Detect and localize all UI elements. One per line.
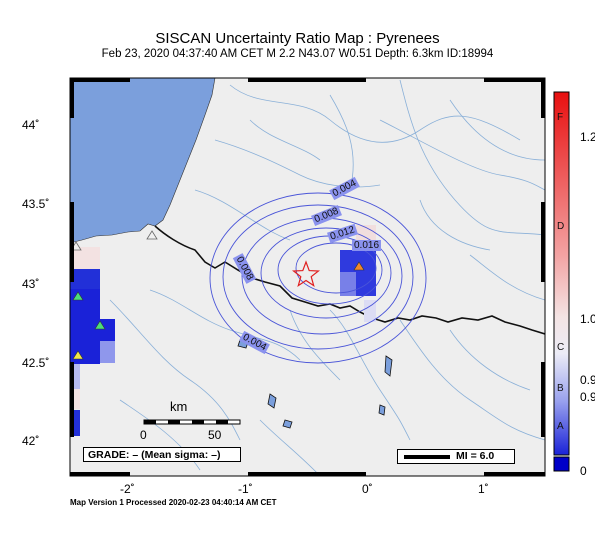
latitude-label: 44˚: [22, 118, 40, 132]
longitude-label: 1˚: [478, 482, 489, 496]
station-icon: [72, 350, 84, 360]
latitude-label: 43.5˚: [22, 197, 50, 211]
map-title: SISCAN Uncertainty Ratio Map : Pyrenees: [155, 30, 440, 47]
colorbar-value: 0.9: [580, 373, 595, 387]
colorbar-min-swatch: [553, 456, 570, 472]
longitude-label: 0˚: [362, 482, 373, 496]
station-icon: [146, 230, 158, 240]
processing-footer: Map Version 1 Processed 2020-02-23 04:40…: [70, 498, 277, 507]
grade-letter: B: [557, 383, 564, 394]
longitude-label: -2˚: [120, 482, 135, 496]
scale-unit: km: [170, 399, 188, 414]
map-border-ticks: [70, 78, 545, 476]
uncertainty-cells: [70, 225, 376, 436]
colorbar-value: 1.0: [580, 312, 595, 326]
grade-box: GRADE: – (Mean sigma: –): [83, 447, 241, 462]
colorbar-value: 0.9: [580, 390, 595, 404]
grade-letter: A: [557, 421, 564, 432]
grade-letter: F: [557, 112, 564, 123]
colorbar-value: 1.2: [580, 130, 595, 144]
mi-legend: MI = 6.0: [397, 449, 515, 464]
scale-tick: 50: [208, 428, 222, 442]
event-info: Feb 23, 2020 04:37:40 AM CET M 2.2 N43.0…: [101, 48, 494, 60]
latitude-label: 42˚: [22, 434, 40, 448]
scale-bar: [143, 419, 241, 425]
grade-letter: D: [557, 221, 565, 232]
scale-tick: 0: [140, 428, 147, 442]
latitude-label: 43˚: [22, 277, 40, 291]
station-icon: [353, 261, 365, 271]
colorbar: [553, 91, 570, 456]
grade-letter: C: [557, 342, 565, 353]
colorbar-value: 0: [580, 464, 587, 478]
station-icon: [72, 291, 84, 301]
contour-label: 0.016: [352, 240, 382, 251]
mi-bar: [404, 455, 450, 459]
france-spain-border: [154, 225, 545, 335]
longitude-label: -1˚: [238, 482, 253, 496]
mi-text: MI = 6.0: [456, 450, 495, 462]
station-icon: [94, 320, 106, 330]
latitude-label: 42.5˚: [22, 356, 50, 370]
epicenter-star-icon: [291, 260, 321, 287]
sea-area: [70, 78, 216, 244]
